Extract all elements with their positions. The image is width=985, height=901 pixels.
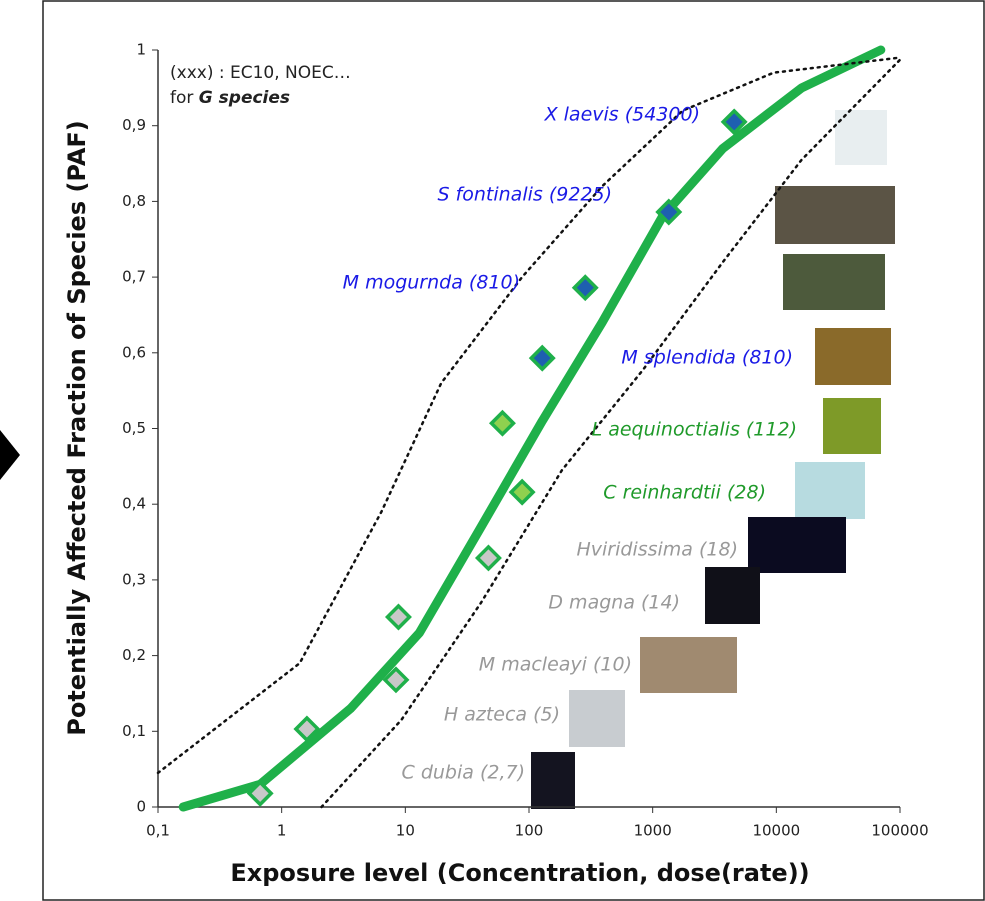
species-label: M splendida (810) — [621, 347, 793, 369]
y-tick-label: 0 — [136, 798, 146, 816]
species-label: D magna (14) — [548, 592, 680, 614]
data-point — [474, 544, 502, 572]
x-tick-label: 1000 — [634, 822, 672, 840]
confidence-bound — [320, 58, 902, 809]
x-tick-label: 1 — [277, 822, 287, 840]
x-tick-label: 10000 — [752, 822, 800, 840]
y-tick-label: 0,7 — [122, 268, 146, 286]
species-label: H azteca (5) — [444, 704, 560, 726]
y-tick-label: 0,4 — [122, 495, 146, 513]
data-point — [655, 198, 683, 226]
species-label: X laevis (54300) — [544, 104, 700, 126]
species-label: C dubia (2,7) — [402, 762, 525, 784]
data-point — [293, 715, 321, 743]
y-axis-title: Potentially Affected Fraction of Species… — [63, 120, 91, 736]
y-tick-label: 0,8 — [122, 192, 146, 210]
photo — [531, 752, 575, 809]
x-tick-label: 100 — [515, 822, 544, 840]
data-point — [571, 274, 599, 302]
y-tick-label: 0,6 — [122, 343, 146, 361]
y-tick-label: 0,3 — [122, 570, 146, 588]
photo — [823, 398, 881, 454]
species-label: C reinhardtii (28) — [603, 482, 766, 504]
species-label: S fontinalis (9225) — [437, 184, 612, 206]
y-tick-label: 1 — [136, 41, 146, 59]
photo — [835, 110, 887, 165]
data-point — [382, 666, 410, 694]
y-tick-label: 0,1 — [122, 722, 146, 740]
x-tick-label: 10 — [396, 822, 415, 840]
species-label: M mogurnda (810) — [343, 272, 520, 294]
y-tick-label: 0,5 — [122, 419, 146, 437]
species-label: M macleayi (10) — [479, 654, 632, 676]
photo — [569, 690, 625, 747]
photo — [783, 254, 885, 310]
photo — [748, 517, 846, 573]
species-label: Hviridissima (18) — [576, 539, 738, 561]
species-label: L aequinoctialis (112) — [592, 419, 797, 441]
data-point — [384, 603, 412, 631]
arrow-marker — [0, 430, 20, 480]
x-tick-label: 100000 — [871, 822, 928, 840]
x-tick-label: 0,1 — [146, 822, 170, 840]
note-line: for G species — [170, 88, 290, 108]
fit-curve — [178, 45, 886, 812]
photo — [640, 637, 737, 693]
species-photos — [531, 110, 895, 809]
data-point — [488, 409, 516, 437]
photo — [775, 186, 895, 244]
y-tick-label: 0,2 — [122, 646, 146, 664]
data-point — [528, 344, 556, 372]
note-line: (xxx) : EC10, NOEC… — [170, 63, 351, 83]
confidence-bound — [156, 56, 902, 775]
y-tick-label: 0,9 — [122, 116, 146, 134]
photo — [815, 328, 891, 385]
photo — [705, 567, 760, 624]
x-axis-title: Exposure level (Concentration, dose(rate… — [230, 859, 809, 887]
data-point — [246, 779, 274, 807]
data-point — [508, 478, 536, 506]
data-point — [720, 108, 748, 136]
photo — [795, 462, 865, 519]
